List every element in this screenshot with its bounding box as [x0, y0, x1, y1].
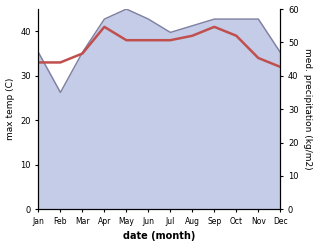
X-axis label: date (month): date (month)	[123, 231, 196, 242]
Y-axis label: med. precipitation (kg/m2): med. precipitation (kg/m2)	[303, 48, 313, 170]
Y-axis label: max temp (C): max temp (C)	[5, 78, 15, 140]
